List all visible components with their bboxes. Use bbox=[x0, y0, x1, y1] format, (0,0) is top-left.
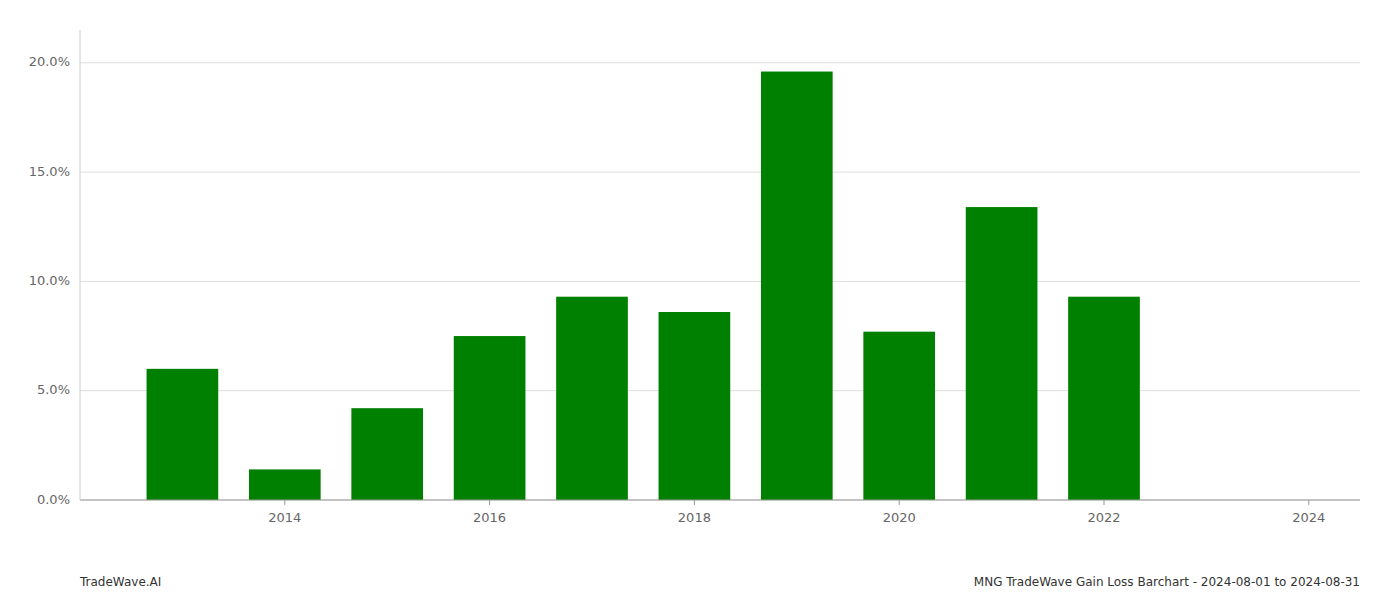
x-tick-label: 2022 bbox=[1087, 510, 1120, 525]
bar bbox=[659, 312, 731, 500]
y-tick-label: 0.0% bbox=[37, 492, 70, 507]
grid-line bbox=[80, 172, 1360, 173]
y-tick-label: 20.0% bbox=[29, 54, 70, 69]
x-tick-label: 2020 bbox=[883, 510, 916, 525]
bar bbox=[966, 207, 1038, 500]
y-tick-label: 10.0% bbox=[29, 273, 70, 288]
y-tick-label: 15.0% bbox=[29, 164, 70, 179]
footer-right: MNG TradeWave Gain Loss Barchart - 2024-… bbox=[974, 575, 1360, 589]
x-tick bbox=[284, 500, 285, 505]
bar bbox=[1068, 297, 1140, 500]
x-tick-label: 2016 bbox=[473, 510, 506, 525]
y-grid bbox=[80, 63, 1360, 500]
x-tick bbox=[489, 500, 490, 505]
footer-left: TradeWave.AI bbox=[79, 575, 161, 589]
x-tick-label: 2018 bbox=[678, 510, 711, 525]
x-axis-line bbox=[80, 500, 1360, 501]
x-tick bbox=[694, 500, 695, 505]
y-axis-line bbox=[80, 30, 81, 500]
x-tick bbox=[1308, 500, 1309, 505]
x-ticks: 2014 2016 2018 2020 2022 2024 bbox=[268, 500, 1325, 525]
grid-line bbox=[80, 500, 1360, 501]
x-tick bbox=[899, 500, 900, 505]
y-tick-labels: 0.0% 5.0% 10.0% 15.0% 20.0% bbox=[29, 54, 70, 506]
x-tick-label: 2014 bbox=[268, 510, 301, 525]
bar bbox=[556, 297, 628, 500]
bar bbox=[863, 332, 935, 500]
bar bbox=[454, 336, 526, 500]
x-tick bbox=[1104, 500, 1105, 505]
bar bbox=[761, 72, 833, 500]
bar bbox=[249, 469, 321, 500]
y-tick-label: 5.0% bbox=[37, 382, 70, 397]
chart-container: 0.0%5.0%10.0%15.0%20.0%20142016201820202… bbox=[0, 0, 1400, 600]
x-tick-label: 2024 bbox=[1292, 510, 1325, 525]
grid-line bbox=[80, 62, 1360, 63]
bars bbox=[147, 72, 1140, 500]
grid-line bbox=[80, 281, 1360, 282]
chart-svg: 0.0%5.0%10.0%15.0%20.0%20142016201820202… bbox=[0, 0, 1400, 600]
bar bbox=[351, 408, 423, 500]
bar bbox=[147, 369, 219, 500]
